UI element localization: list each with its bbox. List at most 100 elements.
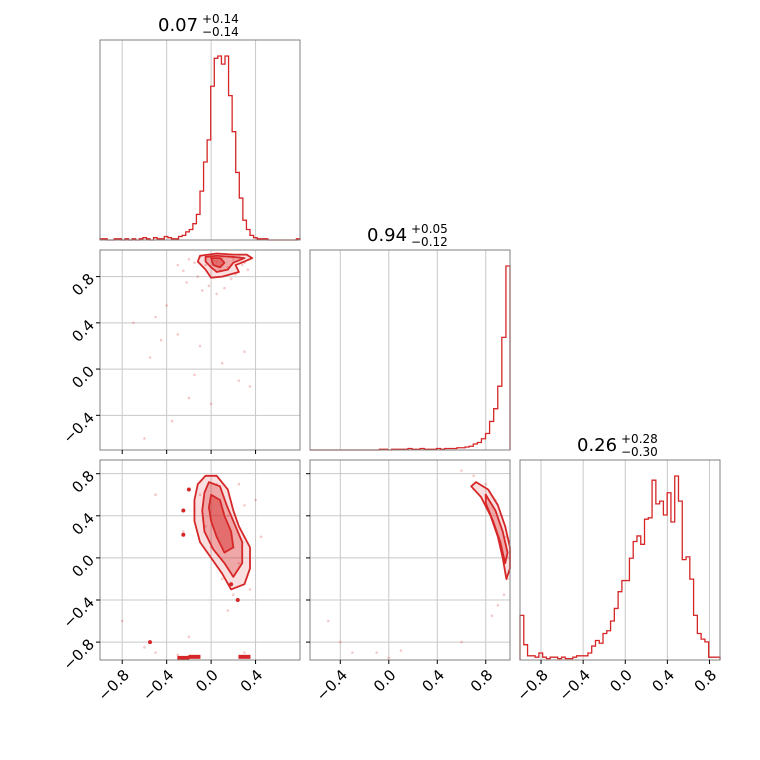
sample-point xyxy=(154,315,157,319)
sample-point xyxy=(120,619,124,623)
density-contour xyxy=(204,254,246,273)
density-contour xyxy=(484,493,509,565)
x-tick-label: −0.8 xyxy=(94,666,132,704)
title-value: 0.07 xyxy=(158,15,198,36)
title-plus: +0.05 xyxy=(411,222,448,236)
density-contour xyxy=(207,493,235,554)
sample-point xyxy=(229,582,234,587)
sample-point xyxy=(132,321,135,325)
panel-pair-2-0: 0.80.40.0−0.4−0.8−0.8 −0.4 0.0 0.4 xyxy=(60,459,301,705)
histogram-step-line xyxy=(99,55,301,241)
sample-point xyxy=(186,487,191,492)
y-tick-label: 0.0 xyxy=(68,362,98,392)
sample-point xyxy=(240,263,244,267)
sample-point xyxy=(226,514,230,518)
axes-frame xyxy=(519,459,721,661)
sample-point xyxy=(259,535,263,539)
sample-point xyxy=(148,640,152,645)
sample-point xyxy=(159,338,163,342)
sample-point xyxy=(165,304,168,307)
panel-diag-1 xyxy=(309,249,511,451)
x-tick-label: 0.0 xyxy=(192,666,222,696)
sample-point xyxy=(215,260,218,263)
title-minus: −0.12 xyxy=(411,235,448,249)
x-tick-label: 0.4 xyxy=(237,666,267,696)
title-plus: +0.28 xyxy=(621,432,658,446)
sample-point xyxy=(237,482,241,486)
x-tick-label: 0.0 xyxy=(370,666,400,696)
density-contour xyxy=(470,481,511,580)
sample-point xyxy=(209,402,213,406)
sample-point xyxy=(232,593,235,597)
sample-point xyxy=(182,530,185,533)
y-tick-label: −0.4 xyxy=(60,593,98,631)
sample-point xyxy=(375,651,378,654)
sample-point xyxy=(243,503,246,507)
sample-point xyxy=(235,598,240,602)
sample-point xyxy=(185,281,188,284)
x-tick-label: 0.8 xyxy=(467,666,497,696)
sample-point xyxy=(248,588,252,591)
axes-frame xyxy=(99,249,301,451)
title-diag-1: 0.94 +0.05 −0.12 xyxy=(367,222,448,249)
sample-point xyxy=(229,277,233,281)
sample-point xyxy=(226,609,230,612)
y-tick-label: −0.4 xyxy=(60,409,98,447)
sample-point xyxy=(399,649,403,652)
sample-point xyxy=(254,498,257,502)
edge-density-mark xyxy=(177,655,190,660)
sample-point xyxy=(198,344,202,348)
y-tick-label: 0.8 xyxy=(68,467,98,497)
panel-pair-2-1: −0.4 0.0 0.4 0.8 xyxy=(306,459,511,705)
sample-point xyxy=(220,577,224,581)
sample-point xyxy=(176,263,180,267)
panel-pair-1-0: 0.8 0.4 0.0 −0.4 xyxy=(60,249,301,454)
sample-point xyxy=(198,493,202,497)
sample-point xyxy=(223,286,226,290)
sample-point xyxy=(176,333,180,336)
panel-diag-0 xyxy=(99,39,301,241)
sample-point xyxy=(220,361,224,365)
x-tick-label: 0.4 xyxy=(418,666,448,696)
axes-frame xyxy=(309,249,511,451)
sample-point xyxy=(248,385,252,388)
sample-point xyxy=(460,469,463,472)
edge-density-mark xyxy=(188,654,201,659)
sample-point xyxy=(193,373,196,377)
sample-point xyxy=(181,508,186,513)
edge-density-mark xyxy=(238,654,251,659)
title-minus: −0.30 xyxy=(621,445,658,459)
sample-point xyxy=(187,396,191,400)
x-tick-label: 0.4 xyxy=(649,666,679,696)
sample-point xyxy=(204,263,207,267)
title-value: 0.26 xyxy=(577,435,617,456)
x-tick-label: −0.4 xyxy=(555,666,593,704)
sample-point xyxy=(148,356,152,359)
y-tick-label: 0.8 xyxy=(68,270,98,300)
sample-point xyxy=(351,651,354,654)
sample-point xyxy=(326,619,330,623)
sample-point xyxy=(472,474,475,478)
y-tick-label: 0.4 xyxy=(68,509,98,539)
sample-point xyxy=(170,419,174,423)
sample-point xyxy=(207,284,211,288)
y-tick-label: 0.4 xyxy=(68,316,98,346)
y-tick-label: −0.8 xyxy=(60,635,98,673)
sample-point xyxy=(176,653,180,657)
sample-point xyxy=(182,269,185,273)
axes-frame xyxy=(99,459,301,661)
sample-point xyxy=(154,493,157,497)
density-contour xyxy=(193,474,251,591)
sample-point xyxy=(484,482,488,486)
sample-point xyxy=(460,640,463,644)
sample-point xyxy=(232,257,235,261)
sample-point xyxy=(196,275,200,278)
density-contour xyxy=(201,481,244,578)
sample-point xyxy=(181,532,186,537)
histogram-step-line xyxy=(519,475,721,660)
y-tick-label: 0.0 xyxy=(68,551,98,581)
sample-point xyxy=(496,603,500,607)
title-value: 0.94 xyxy=(367,225,407,246)
sample-point xyxy=(387,656,391,660)
